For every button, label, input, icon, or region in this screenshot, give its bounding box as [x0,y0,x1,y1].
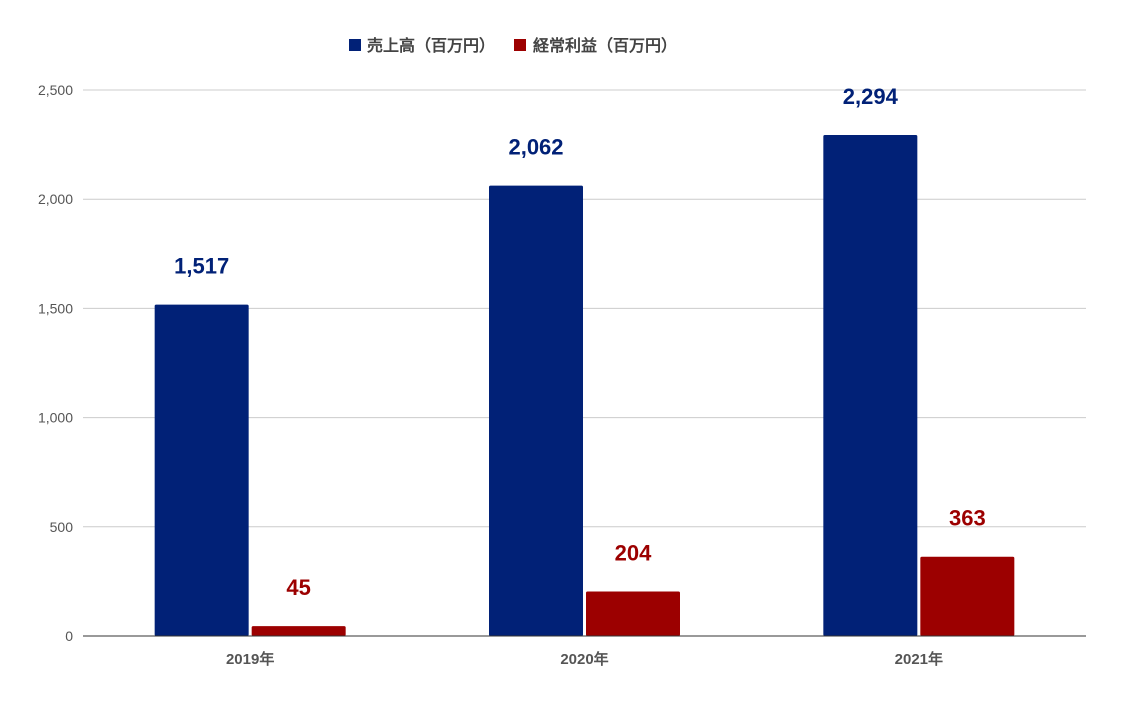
bar-ordinary-profit [920,556,1015,636]
data-label: 2,062 [508,135,563,160]
x-tick-label: 2021年 [895,650,943,668]
data-label: 2,294 [843,84,899,109]
legend-swatch [349,39,361,51]
legend-label: 売上高（百万円） [367,36,495,55]
legend-swatch [514,39,526,51]
legend: 売上高（百万円） 経常利益（百万円） [349,36,677,55]
data-label: 45 [286,575,310,600]
x-tick-label: 2019年 [226,650,274,668]
y-tick-label: 2,500 [38,82,73,98]
bar-sales [489,185,583,637]
y-tick-label: 0 [65,628,73,644]
x-tick-label: 2020年 [560,650,608,668]
legend-label: 経常利益（百万円） [533,36,677,55]
y-tick-label: 500 [50,519,74,535]
data-label: 204 [615,540,652,565]
grid-layer [83,89,1086,528]
y-tick-label: 1,500 [38,300,73,316]
data-labels-layer: 1,517 45 2,062 204 2,294 363 [174,84,986,600]
bar-sales [823,134,918,636]
bars-layer [154,134,1015,637]
bar-ordinary-profit [251,626,346,636]
data-label: 363 [949,506,986,531]
y-tick-label: 2,000 [38,191,73,207]
y-tick-label: 1,000 [38,410,73,426]
axis-layer: 0 500 1,000 1,500 2,000 2,500 2019年 2020年 2021年 [38,82,1086,668]
bar-sales [154,304,249,636]
bar-ordinary-profit [586,591,680,636]
data-label: 1,517 [174,254,229,279]
